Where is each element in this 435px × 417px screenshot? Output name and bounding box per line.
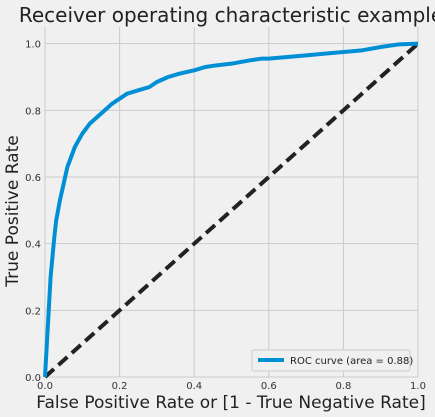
x-tick-label: 0.2 (112, 381, 128, 392)
roc-curve-line (43, 41, 419, 378)
x-axis-label: False Positive Rate or [1 - True Negativ… (36, 393, 425, 413)
tick-labels: 0.0 0.2 0.4 0.6 0.8 1.0 0.0 0.2 0.4 0.6 0.8 1.0 (25, 40, 426, 392)
plot-area (45, 27, 418, 377)
x-tick-label: 0.6 (261, 381, 277, 392)
y-axis-label: True Positive Rate (3, 135, 23, 287)
y-tick-label: 1.0 (25, 40, 41, 51)
y-tick-label: 0.8 (25, 106, 41, 117)
x-tick-label: 1.0 (410, 381, 426, 392)
y-tick-label: 0.6 (25, 173, 41, 184)
chart-title: Receiver operating characteristic exampl… (19, 3, 435, 27)
y-tick-label: 0.0 (25, 373, 41, 384)
legend-label: ROC curve (area = 0.88) (290, 356, 413, 367)
x-tick-label: 0.0 (37, 381, 53, 392)
x-tick-label: 0.8 (335, 381, 351, 392)
legend: ROC curve (area = 0.88) (251, 349, 413, 372)
grid (44, 27, 419, 378)
y-tick-label: 0.4 (25, 240, 41, 251)
chance-diagonal-line (43, 42, 420, 379)
y-tick-label: 0.2 (25, 306, 41, 317)
legend-box (251, 349, 411, 372)
x-tick-label: 0.4 (186, 381, 202, 392)
series-layer (43, 41, 420, 379)
